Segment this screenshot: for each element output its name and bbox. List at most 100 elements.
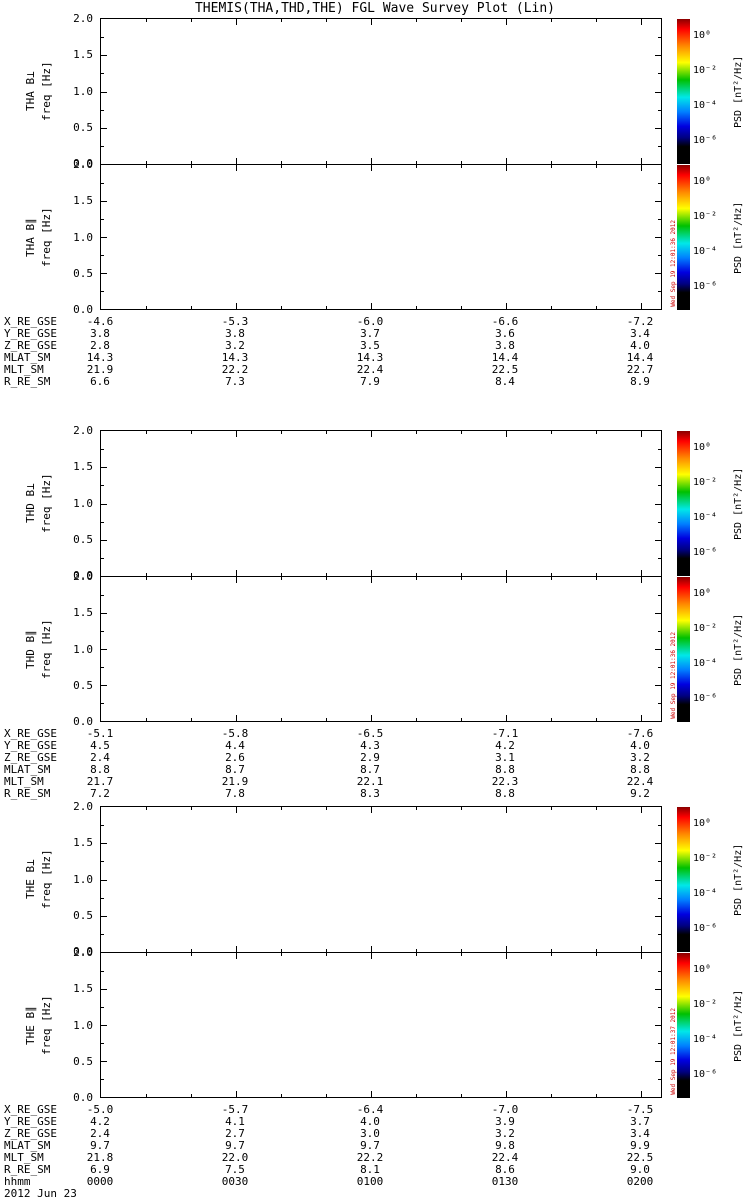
axis-tick [101,291,104,292]
ephemeris-row: Z_RE_GSE 2.8 3.2 3.5 3.8 4.0 [0,340,750,352]
axis-tick [101,237,107,238]
ephemeris-row-label: MLT_SM [4,1151,44,1164]
ephemeris-value: 8.8 [495,787,515,800]
panel-label: THD B∥ [24,630,37,669]
y-tick-label: 1.0 [73,1018,93,1032]
axis-tick [190,161,192,164]
axis-tick [595,19,597,22]
axis-tick [460,1094,462,1097]
ephemeris-row-label: Y_RE_GSE [4,739,57,752]
axis-tick [370,158,372,164]
axis-tick [280,949,282,952]
axis-tick [658,145,661,147]
ephemeris-row: MLT_SM 21.7 21.9 22.1 22.3 22.4 [0,776,750,788]
axis-tick [101,503,107,505]
axis-tick [655,127,661,129]
axis-tick [658,971,661,972]
axis-tick [658,485,661,487]
y-tick-label: 2.0 [73,946,93,959]
axis-tick [235,953,237,959]
y-tick-label: 0.5 [73,266,93,280]
colorbar-tick-label: 10⁻⁴ [693,1034,718,1045]
axis-tick [145,718,147,721]
ephemeris-value: 9.7 [225,1139,245,1152]
axis-tick [145,577,147,580]
colorbar-tick-labels: 10⁰ 10⁻² 10⁻⁴ 10⁻⁶ [693,19,741,164]
axis-tick [235,1091,237,1097]
axis-tick [655,843,661,845]
y-axis-title: THA B∥ freq [Hz] [23,165,59,310]
axis-tick [658,37,661,39]
axis-tick [101,989,107,990]
axis-tick [101,861,104,863]
axis-tick [101,971,104,972]
ephemeris-value: -5.8 [221,727,249,740]
axis-tick [658,933,661,935]
ephemeris-row-label: R_RE_SM [4,375,51,388]
axis-tick [101,649,107,650]
axis-tick [101,613,107,614]
y-tick-label: 0.0 [73,1091,93,1104]
axis-tick [370,946,372,952]
y-tick-label: 1.5 [73,982,93,996]
axis-tick [655,503,661,505]
psd-colorbar [677,953,690,1098]
colorbar-tick-label: 10⁻⁴ [693,888,718,899]
ephemeris-value: 8.7 [225,763,245,776]
axis-tick [658,219,661,220]
ephemeris-value: 4.0 [360,1115,380,1128]
axis-tick [145,573,147,576]
axis-tick [235,303,237,309]
spectrogram-pair-the: THE B⊥ freq [Hz] 2.0 1.5 1.0 0.5 0.0 10⁰ 10⁻²… [24,800,744,1104]
ephemeris-value: 8.8 [495,763,515,776]
ephemeris-row: MLT_SM 21.8 22.0 22.2 22.4 22.5 [0,1152,750,1164]
axis-tick [460,165,462,168]
y-tick-label: 1.0 [73,872,93,886]
spectrogram-panel-the-bpar: THE B∥ freq [Hz] 2.0 1.5 1.0 0.5 0.0 10⁰ 10⁻²… [24,946,744,1104]
axis-tick [505,807,507,813]
psd-colorbar [677,577,690,722]
ephemeris-value: 7.8 [225,787,245,800]
ephemeris-row-label: Z_RE_GSE [4,1127,57,1140]
creation-timestamp: Wed Sep 19 12:01:36 2012 [670,220,677,307]
axis-tick [280,807,282,810]
axis-tick [280,577,282,580]
axis-tick [595,953,597,956]
axis-tick [101,183,104,184]
ephemeris-value: 4.0 [630,339,650,352]
axis-tick [415,718,417,721]
ephemeris-value: 9.9 [630,1139,650,1152]
y-tick-label: 2.0 [73,424,93,437]
y-tick-label: 0.5 [73,532,93,546]
axis-tick [655,915,661,917]
ephemeris-value: 22.2 [221,363,249,376]
axis-tick [370,165,372,171]
axis-tick [595,807,597,810]
axis-tick [505,570,507,576]
ephemeris-value: 2.6 [225,751,245,764]
ephemeris-row-label: MLT_SM [4,775,44,788]
freq-axis-label: freq [Hz] [40,207,53,268]
axis-tick [370,431,372,437]
axis-tick [190,19,192,22]
hhmm-value: 0200 [626,1175,654,1188]
hhmm-value: 0030 [221,1175,249,1188]
panel-label: THA B⊥ [24,71,37,112]
y-tick-labels: 2.0 1.5 1.0 0.5 0.0 [61,570,97,728]
axis-tick [235,570,237,576]
axis-tick [235,946,237,952]
ephemeris-value: 3.8 [90,327,110,340]
axis-tick [460,19,462,22]
colorbar-tick-label: 10⁰ [693,588,712,599]
ephemeris-row: R_RE_SM 6.9 7.5 8.1 8.6 9.0 [0,1164,750,1176]
axis-tick [550,573,552,576]
axis-tick [370,570,372,576]
colorbar-tick-label: 10⁻⁶ [693,547,718,558]
axis-tick [190,807,192,810]
axis-tick [655,989,661,990]
axis-tick [550,718,552,721]
ephemeris-value: 22.2 [356,1151,384,1164]
axis-tick [145,953,147,956]
axis-tick [415,161,417,164]
ephemeris-row: Y_RE_GSE 4.5 4.4 4.3 4.2 4.0 [0,740,750,752]
